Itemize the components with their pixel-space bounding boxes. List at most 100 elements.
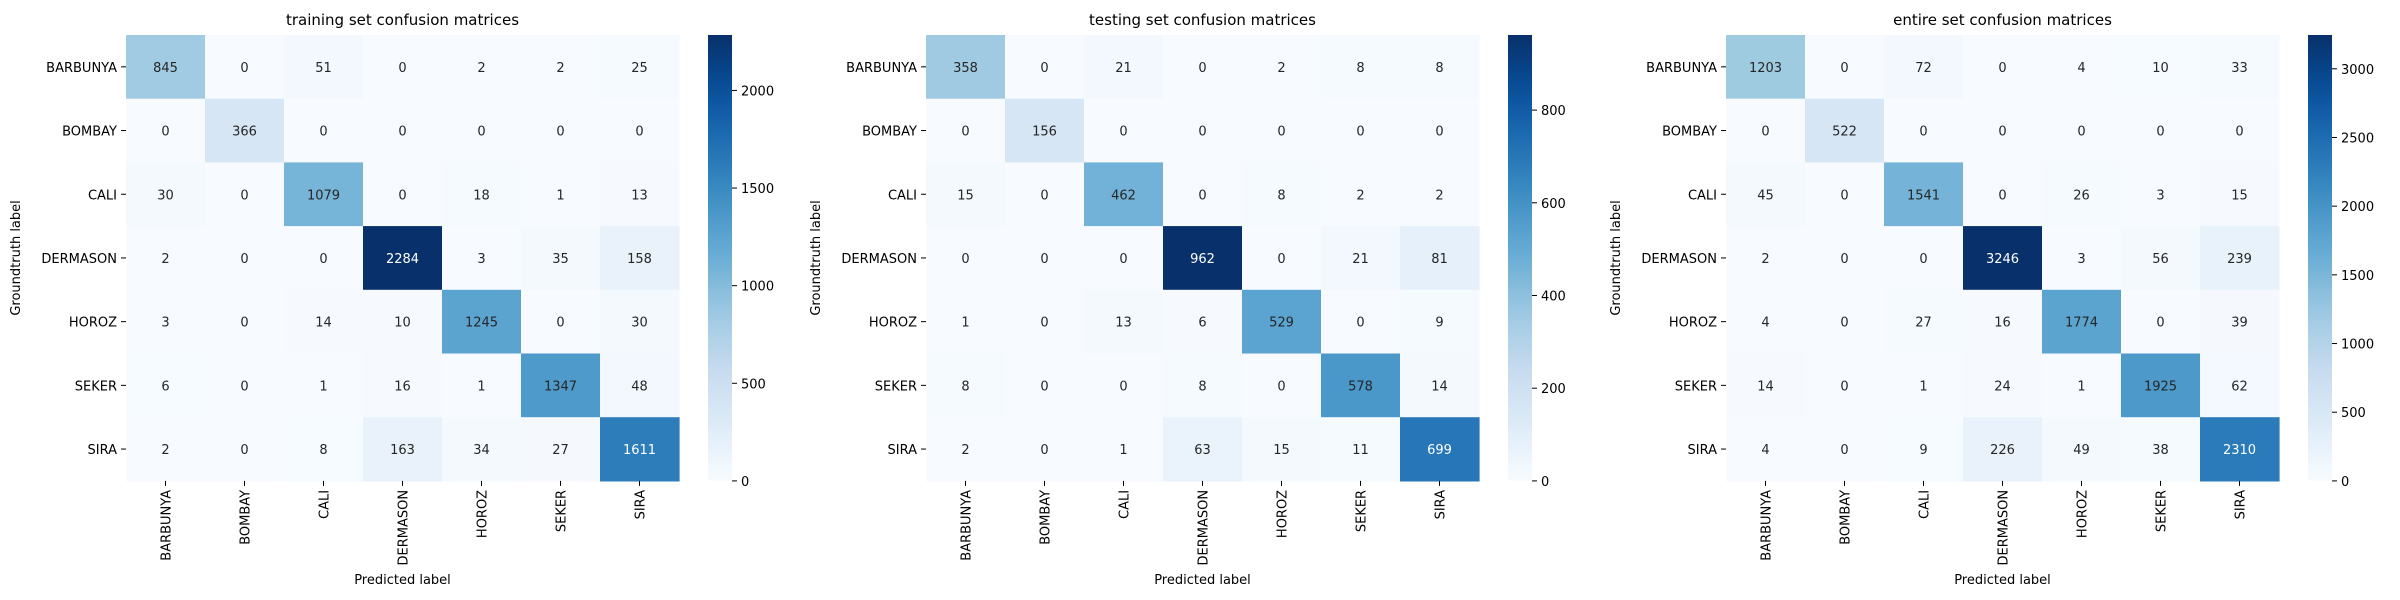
heatmap-cell	[1242, 417, 1322, 482]
cell-value-label: 0	[1840, 443, 1848, 458]
heatmap-cell	[2121, 417, 2201, 482]
colorbar-tick-label: 0	[2341, 475, 2349, 490]
cell-value-label: 62	[2231, 379, 2248, 394]
heatmap-cell	[284, 35, 364, 100]
heatmap-cell	[1726, 417, 1806, 482]
heatmap-cell	[1963, 98, 2043, 163]
heatmap-cell	[1084, 98, 1164, 163]
heatmap-cell	[600, 226, 680, 291]
heatmap-cell	[1084, 162, 1164, 227]
cell-value-label: 0	[240, 61, 248, 76]
heatmap-cell	[1005, 226, 1085, 291]
heatmap-cell	[1805, 417, 1885, 482]
heatmap-cell	[1321, 289, 1401, 355]
heatmap-cell	[1805, 98, 1885, 163]
cell-value-label: 33	[2231, 61, 2248, 76]
heatmap-cell	[600, 98, 680, 163]
cell-value-label: 3	[477, 252, 485, 267]
cell-value-label: 34	[473, 443, 490, 458]
cell-value-label: 2	[556, 61, 564, 76]
heatmap-cell	[1242, 226, 1322, 291]
cell-value-label: 0	[1761, 125, 1769, 140]
y-tick-label: CALI	[888, 188, 917, 203]
heatmap-cell	[1163, 226, 1243, 291]
heatmap-cell	[126, 417, 206, 482]
heatmap-cell	[521, 289, 601, 355]
y-tick-label: BARBUNYA	[1646, 61, 1717, 76]
heatmap-cell	[442, 226, 522, 291]
heatmap-cell	[2042, 226, 2122, 291]
heatmap-cell	[521, 98, 601, 163]
cell-value-label: 0	[1119, 125, 1127, 140]
cell-value-label: 0	[240, 316, 248, 331]
heatmap-cell	[1400, 417, 1480, 482]
cell-value-label: 0	[1998, 61, 2006, 76]
cell-value-label: 15	[1273, 443, 1290, 458]
x-tick-label: SIRA	[2234, 490, 2249, 520]
heatmap-cell	[1963, 226, 2043, 291]
colorbar-tick-label: 1000	[2341, 338, 2374, 353]
cell-value-label: 2310	[2223, 443, 2256, 458]
cell-value-label: 6	[1198, 316, 1206, 331]
heatmap-cell	[1726, 98, 1806, 163]
heatmap-cell	[1400, 35, 1480, 100]
heatmap-cell	[600, 289, 680, 355]
heatmap-cell	[363, 35, 443, 100]
cell-value-label: 2	[161, 252, 169, 267]
cell-value-label: 0	[1198, 188, 1206, 203]
x-tick-label: BOMBAY	[1039, 490, 1054, 545]
cell-value-label: 4	[1761, 443, 1769, 458]
cell-value-label: 0	[2156, 125, 2164, 140]
heatmap-cell	[1005, 289, 1085, 355]
colorbar-tick-label: 2500	[2341, 131, 2374, 146]
x-tick-label: CALI	[1118, 490, 1133, 519]
cell-value-label: 0	[1356, 316, 1364, 331]
heatmap-cell	[600, 353, 680, 418]
cell-value-label: 358	[953, 61, 978, 76]
x-tick-label: HOROZ	[2076, 490, 2091, 538]
heatmap-cell	[284, 353, 364, 418]
cell-value-label: 366	[232, 125, 257, 140]
cell-value-label: 0	[2235, 125, 2243, 140]
x-tick-label: SIRA	[1434, 490, 1449, 520]
cell-value-label: 9	[1435, 316, 1443, 331]
heatmap-cell	[1005, 98, 1085, 163]
cell-value-label: 0	[1040, 188, 1048, 203]
heatmap-cell	[126, 35, 206, 100]
cell-value-label: 0	[1277, 252, 1285, 267]
heatmap-cell	[1242, 289, 1322, 355]
heatmap-cell	[1963, 162, 2043, 227]
x-tick-label: BARBUNYA	[1760, 490, 1775, 561]
cell-value-label: 0	[240, 379, 248, 394]
cell-value-label: 1	[319, 379, 327, 394]
cell-value-label: 0	[1919, 125, 1927, 140]
heatmap-cell	[2200, 226, 2280, 291]
cell-value-label: 1774	[2065, 316, 2098, 331]
cell-value-label: 0	[1840, 252, 1848, 267]
heatmap-cell	[1726, 35, 1806, 100]
cell-value-label: 48	[631, 379, 648, 394]
heatmap-cell	[442, 35, 522, 100]
cell-value-label: 0	[240, 443, 248, 458]
heatmap-cell	[1963, 289, 2043, 355]
cell-value-label: 27	[1915, 316, 1932, 331]
cell-value-label: 0	[1840, 61, 1848, 76]
cell-value-label: 13	[631, 188, 648, 203]
cell-value-label: 1	[1919, 379, 1927, 394]
heatmap-cell	[521, 353, 601, 418]
heatmap-cell	[2200, 98, 2280, 163]
cell-value-label: 1079	[307, 188, 340, 203]
cell-value-label: 2	[961, 443, 969, 458]
y-tick-label: BOMBAY	[62, 125, 117, 140]
colorbar	[1508, 35, 1532, 481]
heatmap-cell	[2042, 98, 2122, 163]
cell-value-label: 2284	[386, 252, 419, 267]
chart-title: training set confusion matrices	[286, 11, 519, 29]
heatmap-cell	[1884, 226, 1964, 291]
heatmap-cell	[284, 162, 364, 227]
heatmap-cell	[1400, 226, 1480, 291]
cell-value-label: 0	[961, 252, 969, 267]
heatmap-cell	[2121, 226, 2201, 291]
y-tick-label: SIRA	[888, 443, 918, 458]
